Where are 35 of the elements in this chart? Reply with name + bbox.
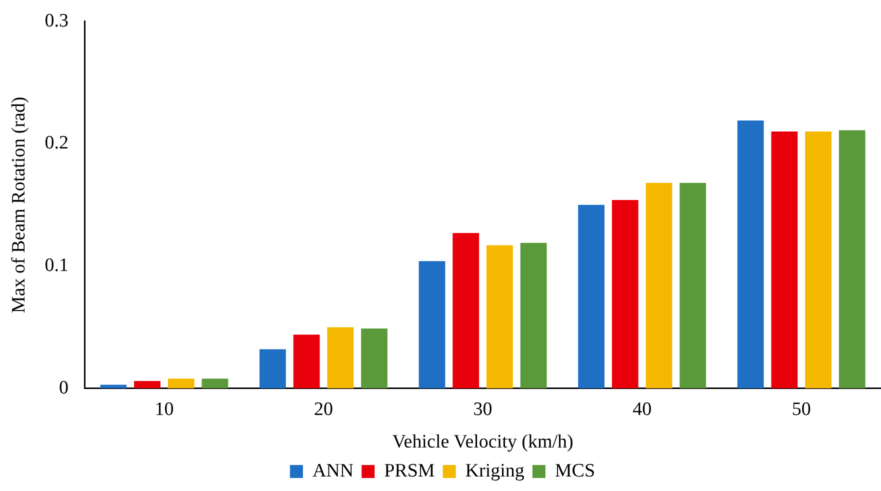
bar — [838, 130, 866, 388]
x-axis-title: Vehicle Velocity (km/h) — [392, 432, 574, 453]
bar — [168, 378, 194, 388]
bar — [327, 327, 354, 388]
y-tick-label: 0.2 — [44, 132, 69, 154]
bar — [612, 200, 638, 388]
bar — [134, 381, 160, 388]
legend-label: Kriging — [465, 460, 525, 482]
bar — [361, 328, 388, 388]
legend-label: PRSM — [384, 460, 435, 482]
bar — [100, 384, 127, 388]
bar — [737, 120, 764, 388]
bar — [260, 349, 286, 388]
x-tick-label: 20 — [314, 398, 333, 420]
bar — [578, 204, 604, 388]
y-tick-label: 0 — [59, 377, 69, 398]
bar — [680, 182, 706, 388]
bar — [771, 132, 798, 388]
bar — [805, 132, 832, 388]
legend-label: MCS — [554, 460, 596, 482]
y-tick-label: 0.1 — [44, 255, 69, 276]
y-axis-title: Max of Beam Rotation (rad) — [8, 96, 30, 314]
x-tick-label: 40 — [632, 398, 652, 420]
bar — [293, 334, 320, 388]
bar — [202, 378, 228, 388]
x-tick-label: 30 — [473, 398, 492, 420]
x-tick-label: 10 — [154, 398, 174, 420]
legend-label: ANN — [312, 460, 354, 482]
bar — [452, 233, 480, 388]
bar — [646, 182, 672, 388]
bar — [486, 245, 513, 388]
bar — [520, 242, 547, 388]
x-tick-label: 50 — [792, 398, 811, 420]
bar — [418, 261, 446, 388]
y-tick-label: 0.3 — [44, 10, 69, 32]
